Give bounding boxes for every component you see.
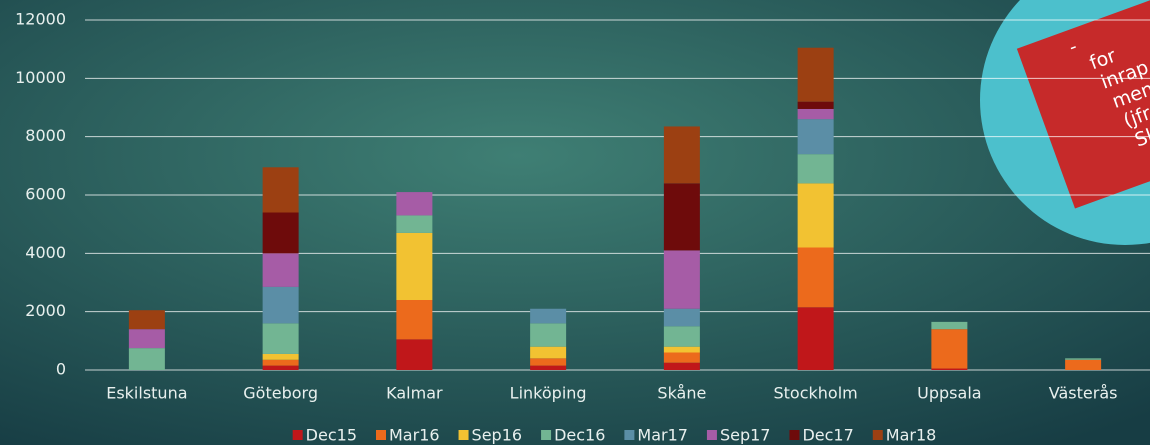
y-tick-label: 6000	[25, 185, 66, 204]
bar-segment	[797, 247, 834, 308]
x-tick-label: Eskilstuna	[106, 384, 187, 403]
bar-segment	[262, 212, 299, 254]
bar-segment	[931, 368, 968, 370]
bar-segment	[128, 348, 165, 370]
y-tick-label: 2000	[25, 301, 66, 320]
legend-swatch	[872, 430, 883, 440]
bar-segment	[797, 119, 834, 155]
bar-segment	[530, 308, 567, 324]
bar-segment	[262, 365, 299, 370]
legend-swatch	[458, 430, 469, 440]
x-tick-label: Kalmar	[386, 384, 443, 403]
bar-segment	[797, 108, 834, 120]
x-tick-label: Skåne	[657, 384, 706, 403]
bar-segment	[396, 232, 433, 300]
bar-segment	[797, 47, 834, 102]
y-tick-label: 8000	[25, 126, 66, 145]
bar-segment	[262, 353, 299, 360]
x-tick-label: Stockholm	[774, 384, 858, 403]
bar-segment	[262, 359, 299, 366]
legend-label: Mar16	[389, 426, 440, 445]
callout-box	[1016, 0, 1150, 209]
bar-segment	[797, 101, 834, 109]
legend-label: Dec15	[306, 426, 357, 445]
legend-swatch	[624, 430, 635, 440]
y-tick-label: 12000	[15, 10, 66, 29]
bar-segment	[931, 329, 968, 369]
bar-segment	[663, 183, 700, 251]
legend-label: Sep17	[720, 426, 771, 445]
y-tick-label: 10000	[15, 68, 66, 87]
bar-segment	[663, 352, 700, 363]
legend-label: Sep16	[472, 426, 523, 445]
bar-segment	[663, 126, 700, 184]
bar-segment	[663, 250, 700, 309]
bar-segment	[262, 167, 299, 213]
bar-segment	[396, 215, 433, 233]
bar-segment	[396, 339, 433, 370]
legend-label: Mar18	[886, 426, 937, 445]
bar-segment	[797, 183, 834, 248]
bar-segment	[262, 253, 299, 287]
x-tick-label: Uppsala	[917, 384, 981, 403]
bar-segment	[128, 310, 165, 330]
y-tick-label: 0	[56, 360, 66, 379]
bar-segment	[530, 365, 567, 370]
bar-segment	[530, 358, 567, 366]
bar-segment	[797, 307, 834, 370]
legend-swatch	[706, 430, 717, 440]
bar-segment	[530, 346, 567, 359]
x-tick-label: Göteborg	[243, 384, 318, 403]
legend-label: Mar17	[637, 426, 688, 445]
bar-segment	[663, 326, 700, 347]
bar-segment	[663, 346, 700, 353]
bar-segment	[663, 362, 700, 370]
legend-swatch	[789, 430, 800, 440]
legend-swatch	[376, 430, 386, 440]
legend-label: Dec17	[802, 426, 853, 445]
x-tick-label: Linköping	[510, 384, 587, 403]
bar-segment	[663, 308, 700, 327]
bar-segment	[1065, 359, 1102, 370]
bar-segment	[128, 329, 165, 349]
bar-segment	[530, 323, 567, 347]
bar-segment	[396, 300, 433, 340]
bar-segment	[396, 192, 433, 216]
bar-segment	[262, 286, 299, 324]
legend-swatch	[292, 430, 303, 440]
bar-segment	[262, 323, 299, 354]
bar-segment	[1065, 358, 1102, 360]
bar-segment	[797, 154, 834, 184]
x-tick-label: Västerås	[1049, 384, 1118, 403]
bar-segment	[931, 321, 968, 330]
legend-label: Dec16	[554, 426, 605, 445]
legend-swatch	[541, 430, 552, 440]
y-tick-label: 4000	[25, 243, 66, 262]
